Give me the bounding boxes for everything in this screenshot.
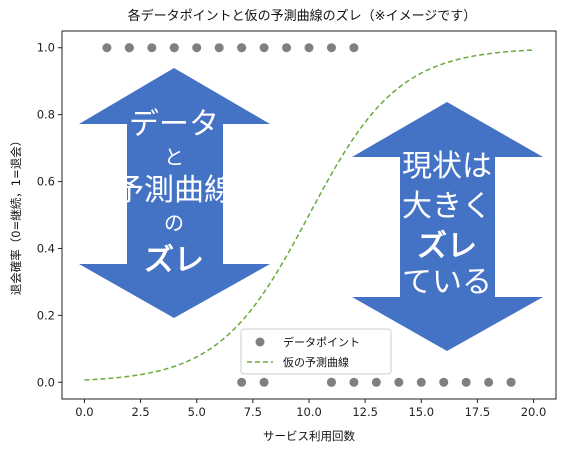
data-point-23: [439, 377, 449, 387]
data-point-9: [237, 43, 247, 53]
legend-label-curve: 仮の予測曲線: [283, 355, 349, 369]
y-axis-label: 退会確率（0=継続，1=退会）: [9, 135, 23, 295]
x-tick-label: 12.5: [352, 405, 378, 419]
data-point-6: [192, 43, 202, 53]
y-tick-label: 0.8: [37, 108, 55, 122]
left-arrow-text-line5: ズレ: [144, 243, 204, 278]
x-axis: 0.0 2.5 5.0 7.5 10.0 12.5 15.0 17.5 20.0: [75, 399, 546, 419]
data-point-25: [484, 377, 494, 387]
right-arrow-text-line2: 大きく: [402, 189, 492, 224]
x-tick-label: 5.0: [188, 405, 206, 419]
left-arrow-text-line4: の: [164, 211, 184, 235]
x-tick-label: 0.0: [75, 405, 93, 419]
data-point-3: [147, 43, 157, 53]
legend-box: [240, 328, 392, 375]
y-axis: 0.0 0.2 0.4 0.6 0.8 1.0: [37, 41, 62, 389]
data-point-18: [326, 377, 336, 387]
x-tick-label: 17.5: [465, 405, 491, 419]
y-tick-label: 0.2: [37, 308, 55, 322]
data-point-20: [371, 377, 381, 387]
y-tick-label: 1.0: [37, 41, 55, 55]
left-arrow-text-line2: と: [164, 145, 184, 169]
legend-marker-points: [255, 337, 265, 347]
y-tick-label: 0.0: [37, 375, 55, 389]
x-tick-label: 2.5: [131, 405, 149, 419]
data-point-14: [349, 43, 359, 53]
data-point-0: [102, 43, 112, 53]
x-tick-label: 7.5: [244, 405, 262, 419]
left-arrow-text-line3: 予測曲線: [114, 173, 234, 208]
y-tick-label: 0.4: [37, 241, 55, 255]
data-point-19: [349, 377, 359, 387]
y-tick-label: 0.6: [37, 175, 55, 189]
x-tick-label: 20.0: [521, 405, 547, 419]
data-point-16: [259, 377, 269, 387]
data-point-7: [214, 43, 224, 53]
data-point-13: [326, 43, 336, 53]
x-tick-label: 10.0: [296, 405, 322, 419]
right-arrow-text-line1: 現状は: [402, 149, 492, 184]
right-arrow-text-line4: ている: [402, 265, 492, 300]
data-point-27: [506, 377, 516, 387]
data-point-12: [304, 43, 314, 53]
left-arrow-annotation: データ と 予測曲線 の ズレ: [79, 68, 270, 318]
data-point-10: [259, 43, 269, 53]
x-tick-label: 15.0: [408, 405, 434, 419]
data-point-11: [282, 43, 292, 53]
data-point-5: [169, 43, 179, 53]
x-axis-label: サービス利用回数: [263, 429, 355, 443]
data-point-22: [416, 377, 426, 387]
data-point-21: [394, 377, 404, 387]
chart-title: 各データポイントと仮の予測曲線のズレ（※イメージです）: [128, 8, 477, 24]
plot-area: [84, 43, 534, 387]
prediction-curve: [84, 49, 534, 381]
left-arrow-text-line1: データ: [129, 107, 219, 142]
right-double-arrow: [352, 102, 543, 351]
right-arrow-text-line3: ズレ: [417, 229, 477, 264]
data-point-15: [237, 377, 247, 387]
right-arrow-annotation: 現状は 大きく ズレ ている: [352, 102, 543, 351]
legend-label-points: データポイント: [283, 335, 360, 349]
data-point-2: [124, 43, 134, 53]
left-double-arrow: [79, 68, 270, 318]
data-point-24: [461, 377, 471, 387]
legend: データポイント 仮の予測曲線: [240, 328, 392, 375]
